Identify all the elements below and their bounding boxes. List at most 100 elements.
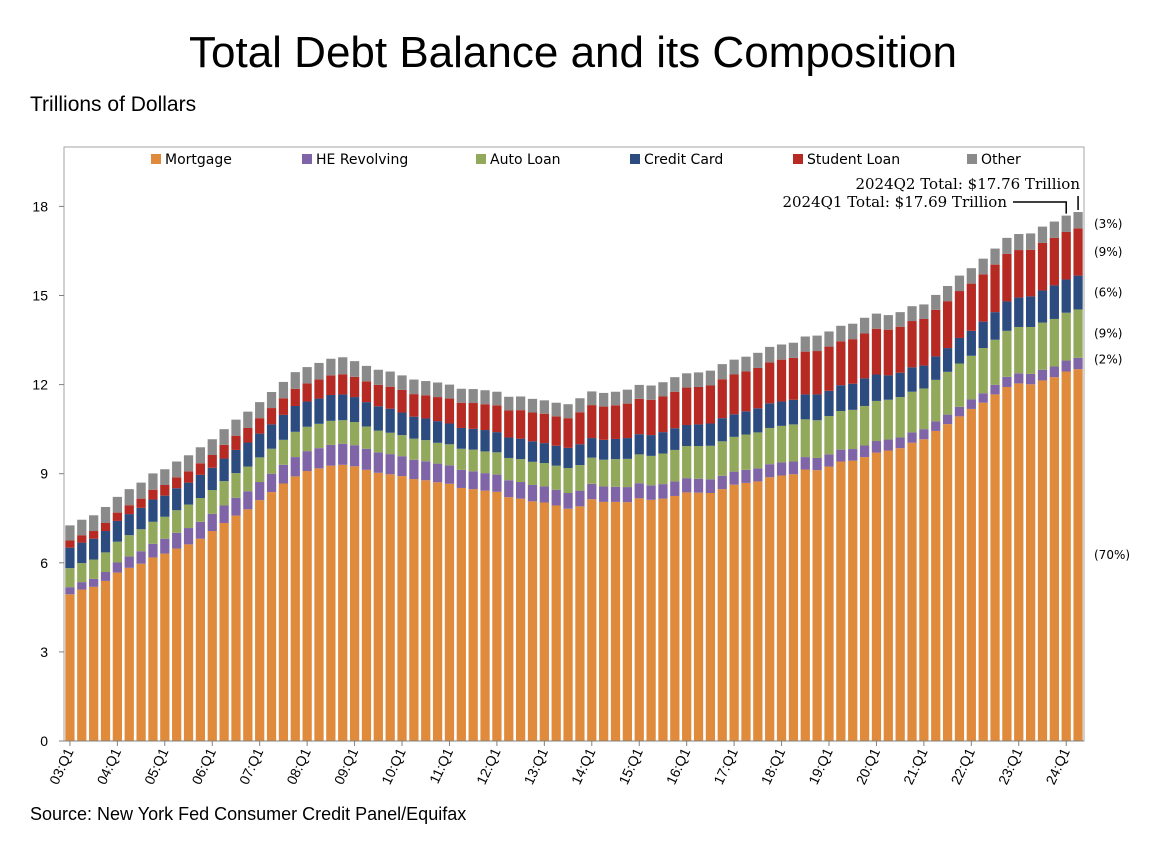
bar-he-revolving-14-q1	[587, 483, 597, 500]
bar-auto-loan-20-q1	[871, 400, 882, 442]
bar-other-19-q2	[836, 325, 846, 342]
bar-mortgage-07-q1	[255, 500, 265, 741]
bar-credit-card-08-q4	[338, 394, 348, 421]
bar-auto-loan-17-q3	[753, 432, 763, 469]
bar-auto-loan-08-q2	[314, 423, 324, 449]
bar-other-19-q3	[848, 323, 858, 340]
bar-other-03-q1	[65, 525, 75, 541]
bar-auto-loan-18-q2	[788, 424, 799, 462]
bar-other-16-q3	[705, 370, 716, 386]
x-tick-label: 07:Q1	[236, 745, 267, 787]
x-axis: 03:Q1 04:Q1 05:Q1 06:Q1 07:Q1 08:Q1 09:Q1 10:Q1…	[46, 740, 1084, 787]
bar-he-revolving-03-q4	[100, 572, 111, 581]
bar-student-loan-06-q3	[231, 435, 241, 450]
bar-auto-loan-15-q3	[658, 453, 668, 485]
bar-he-revolving-14-q3	[610, 486, 621, 502]
bar-he-revolving-07-q4	[290, 457, 300, 477]
bar-student-loan-12-q1	[492, 405, 502, 433]
bar-he-revolving-09-q3	[373, 452, 383, 473]
bar-student-loan-05-q4	[195, 463, 206, 475]
bar-mortgage-18-q2	[788, 474, 799, 741]
bar-credit-card-10-q4	[432, 421, 443, 443]
bar-credit-card-12-q1	[492, 432, 502, 453]
bar-credit-card-21-q4	[954, 337, 965, 364]
legend-swatch-student-loan	[793, 154, 803, 164]
bar-mortgage-05-q3	[183, 544, 194, 741]
bar-credit-card-19-q1	[824, 390, 834, 417]
bar-other-05-q2	[172, 461, 182, 478]
bar-credit-card-06-q1	[207, 467, 217, 491]
x-tick-label: 04:Q1	[93, 745, 124, 787]
bar-auto-loan-19-q4	[859, 405, 870, 446]
bar-student-loan-16-q1	[682, 387, 692, 425]
bar-credit-card-13-q2	[551, 445, 561, 466]
bar-student-loan-10-q3	[421, 395, 431, 419]
bar-he-revolving-03-q2	[77, 582, 87, 590]
bar-auto-loan-09-q4	[385, 432, 395, 455]
bar-student-loan-20-q3	[895, 326, 905, 373]
bar-student-loan-14-q1	[587, 405, 597, 439]
bar-auto-loan-07-q3	[278, 439, 289, 465]
bar-auto-loan-05-q4	[195, 498, 206, 522]
bar-other-20-q4	[907, 306, 917, 322]
bar-auto-loan-12-q1	[492, 452, 502, 475]
bar-other-12-q4	[527, 398, 538, 413]
source-note: Source: New York Fed Consumer Credit Pan…	[30, 804, 467, 824]
bar-credit-card-11-q2	[456, 427, 466, 449]
bar-credit-card-08-q2	[314, 398, 324, 424]
bar-credit-card-14-q1	[587, 438, 597, 458]
bar-credit-card-06-q2	[219, 458, 229, 482]
bar-student-loan-08-q1	[302, 383, 312, 402]
bar-auto-loan-17-q4	[765, 427, 775, 465]
x-tick-label: 18:Q1	[758, 745, 789, 787]
bar-mortgage-11-q4	[480, 490, 490, 741]
bar-he-revolving-16-q2	[693, 478, 704, 493]
bar-credit-card-15-q4	[670, 428, 680, 450]
bar-he-revolving-16-q4	[717, 475, 727, 490]
bar-auto-loan-18-q4	[812, 420, 822, 458]
legend-swatch-other	[967, 154, 977, 164]
bar-credit-card-22-q2	[978, 321, 988, 349]
bar-mortgage-22-q4	[1002, 386, 1012, 741]
bar-mortgage-13-q3	[563, 508, 573, 741]
bar-student-loan-22-q4	[1002, 253, 1012, 302]
bar-student-loan-22-q2	[978, 274, 988, 322]
x-tick-label: 14:Q1	[568, 745, 599, 787]
bar-auto-loan-11-q1	[444, 444, 455, 466]
bar-other-13-q2	[551, 402, 561, 417]
bar-other-17-q1	[729, 359, 739, 375]
bar-student-loan-14-q4	[622, 403, 632, 439]
bar-auto-loan-19-q1	[824, 416, 834, 455]
bar-he-revolving-16-q3	[705, 479, 716, 493]
bar-he-revolving-14-q4	[622, 487, 632, 503]
bar-student-loan-09-q1	[349, 376, 360, 398]
bar-student-loan-17-q3	[753, 367, 763, 409]
bar-credit-card-15-q1	[634, 434, 644, 455]
bar-auto-loan-20-q2	[883, 399, 893, 440]
bar-student-loan-04-q3	[136, 498, 146, 508]
bar-credit-card-04-q2	[124, 514, 134, 536]
bar-auto-loan-11-q3	[468, 449, 478, 472]
bar-credit-card-16-q2	[693, 424, 704, 447]
bar-he-revolving-24-q1	[1061, 360, 1071, 372]
bar-credit-card-24-q1	[1061, 279, 1071, 313]
bar-he-revolving-06-q3	[231, 497, 241, 516]
bar-auto-loan-14-q1	[587, 457, 597, 484]
bar-auto-loan-23-q2	[1026, 326, 1036, 374]
bar-he-revolving-22-q3	[990, 384, 1000, 395]
y-tick-label: 18	[32, 198, 48, 214]
bar-student-loan-19-q4	[859, 333, 870, 379]
bar-he-revolving-18-q2	[788, 461, 799, 475]
x-tick-label: 06:Q1	[188, 745, 219, 787]
x-tick-label: 19:Q1	[805, 745, 836, 787]
bar-auto-loan-16-q4	[717, 441, 727, 476]
bar-other-07-q1	[255, 402, 265, 419]
bar-he-revolving-12-q2	[504, 480, 514, 498]
bar-auto-loan-07-q4	[290, 431, 300, 458]
bar-mortgage-08-q4	[338, 464, 348, 741]
share-label-student-loan: (9%)	[1094, 245, 1122, 259]
bar-auto-loan-05-q3	[183, 504, 194, 529]
bar-credit-card-18-q2	[788, 399, 799, 425]
bar-mortgage-10-q1	[397, 476, 407, 741]
bar-he-revolving-22-q2	[978, 393, 988, 403]
